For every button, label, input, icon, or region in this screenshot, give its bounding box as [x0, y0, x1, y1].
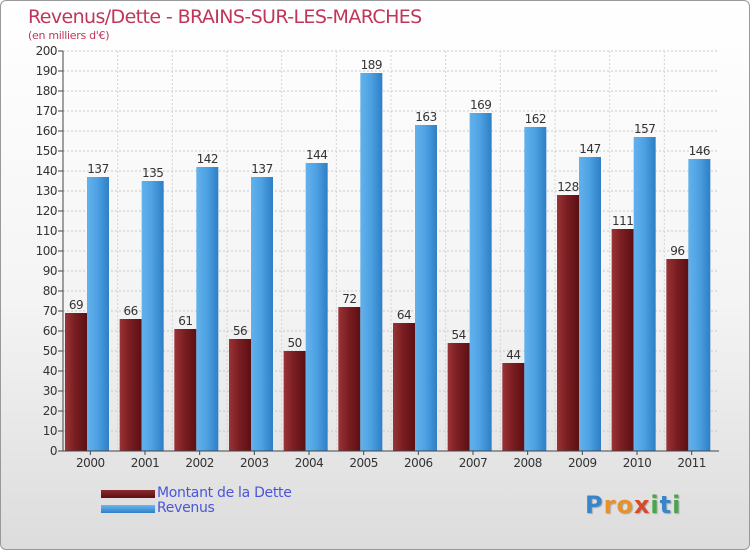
bar-revenus [579, 157, 601, 451]
data-label: 96 [670, 244, 684, 258]
bar-dette [666, 259, 689, 451]
y-tick-label: 40 [43, 364, 57, 378]
bar-dette [557, 195, 579, 451]
y-tick-label: 60 [43, 324, 57, 338]
bar-revenus [688, 159, 711, 451]
data-label: 128 [557, 180, 578, 194]
bar-revenus [415, 125, 437, 451]
y-tick-label: 10 [43, 424, 57, 438]
y-tick-label: 0 [50, 444, 57, 458]
legend-swatch-dette [101, 490, 155, 498]
data-label: 144 [306, 148, 327, 162]
y-tick-label: 170 [36, 104, 57, 118]
bar-revenus [633, 137, 656, 451]
bar-dette [338, 307, 361, 451]
y-tick-label: 180 [36, 84, 57, 98]
y-tick-label: 120 [36, 204, 57, 218]
data-label: 72 [342, 292, 356, 306]
x-tick-label: 2007 [459, 456, 488, 470]
data-label: 142 [197, 152, 218, 166]
bar-dette [447, 343, 470, 451]
data-label: 163 [415, 110, 436, 124]
legend-label-revenus: Revenus [157, 500, 215, 516]
x-tick-label: 2002 [185, 456, 214, 470]
data-label: 44 [506, 348, 520, 362]
bar-dette [283, 351, 306, 451]
data-label: 169 [470, 98, 491, 112]
bar-revenus [141, 181, 164, 451]
chart-title: Revenus/Dette - BRAINS-SUR-LES-MARCHES [28, 6, 422, 28]
y-tick-label: 90 [43, 264, 57, 278]
bar-revenus [251, 177, 273, 451]
bar-dette [174, 329, 197, 451]
bar-dette [65, 313, 87, 451]
data-label: 189 [361, 58, 382, 72]
data-label: 162 [525, 112, 546, 126]
y-tick-label: 130 [36, 184, 57, 198]
y-tick-label: 30 [43, 384, 57, 398]
data-label: 50 [288, 336, 302, 350]
data-label: 137 [251, 162, 272, 176]
data-label: 157 [634, 122, 655, 136]
y-tick-label: 20 [43, 404, 57, 418]
x-tick-label: 2009 [568, 456, 597, 470]
x-tick-label: 2011 [677, 456, 706, 470]
data-label: 66 [124, 304, 138, 318]
data-label: 111 [612, 214, 633, 228]
x-tick-label: 2001 [131, 456, 160, 470]
y-tick-label: 200 [36, 44, 57, 58]
y-tick-label: 140 [36, 164, 57, 178]
bar-dette [119, 319, 142, 451]
y-tick-label: 100 [36, 244, 57, 258]
bar-revenus [469, 113, 492, 451]
y-tick-label: 50 [43, 344, 57, 358]
legend-label-dette: Montant de la Dette [157, 485, 292, 501]
x-tick-label: 2003 [240, 456, 269, 470]
data-label: 64 [397, 308, 411, 322]
data-label: 135 [142, 166, 163, 180]
y-tick-label: 80 [43, 284, 57, 298]
bar-dette [502, 363, 525, 451]
data-label: 146 [689, 144, 710, 158]
bar-revenus [524, 127, 547, 451]
y-tick-label: 160 [36, 124, 57, 138]
bar-dette [229, 339, 251, 451]
data-label: 147 [579, 142, 600, 156]
x-tick-label: 2005 [349, 456, 378, 470]
x-tick-label: 2000 [76, 456, 105, 470]
x-tick-label: 2006 [404, 456, 433, 470]
bar-dette [393, 323, 415, 451]
x-tick-label: 2004 [295, 456, 324, 470]
data-label: 61 [178, 314, 192, 328]
bar-revenus [360, 73, 383, 451]
y-tick-label: 150 [36, 144, 57, 158]
legend-swatch-revenus [101, 505, 155, 513]
data-label: 69 [69, 298, 83, 312]
y-tick-label: 110 [36, 224, 57, 238]
proxiti-logo: Proxiti [585, 491, 682, 519]
data-label: 56 [233, 324, 247, 338]
x-tick-label: 2008 [513, 456, 542, 470]
data-label: 54 [452, 328, 466, 342]
bar-revenus [87, 177, 109, 451]
data-label: 137 [87, 162, 108, 176]
y-tick-label: 70 [43, 304, 57, 318]
bar-revenus [305, 163, 328, 451]
chart-subtitle: (en milliers d'€) [28, 29, 110, 42]
x-tick-label: 2010 [623, 456, 652, 470]
bar-revenus [196, 167, 219, 451]
y-tick-label: 190 [36, 64, 57, 78]
bar-dette [611, 229, 634, 451]
